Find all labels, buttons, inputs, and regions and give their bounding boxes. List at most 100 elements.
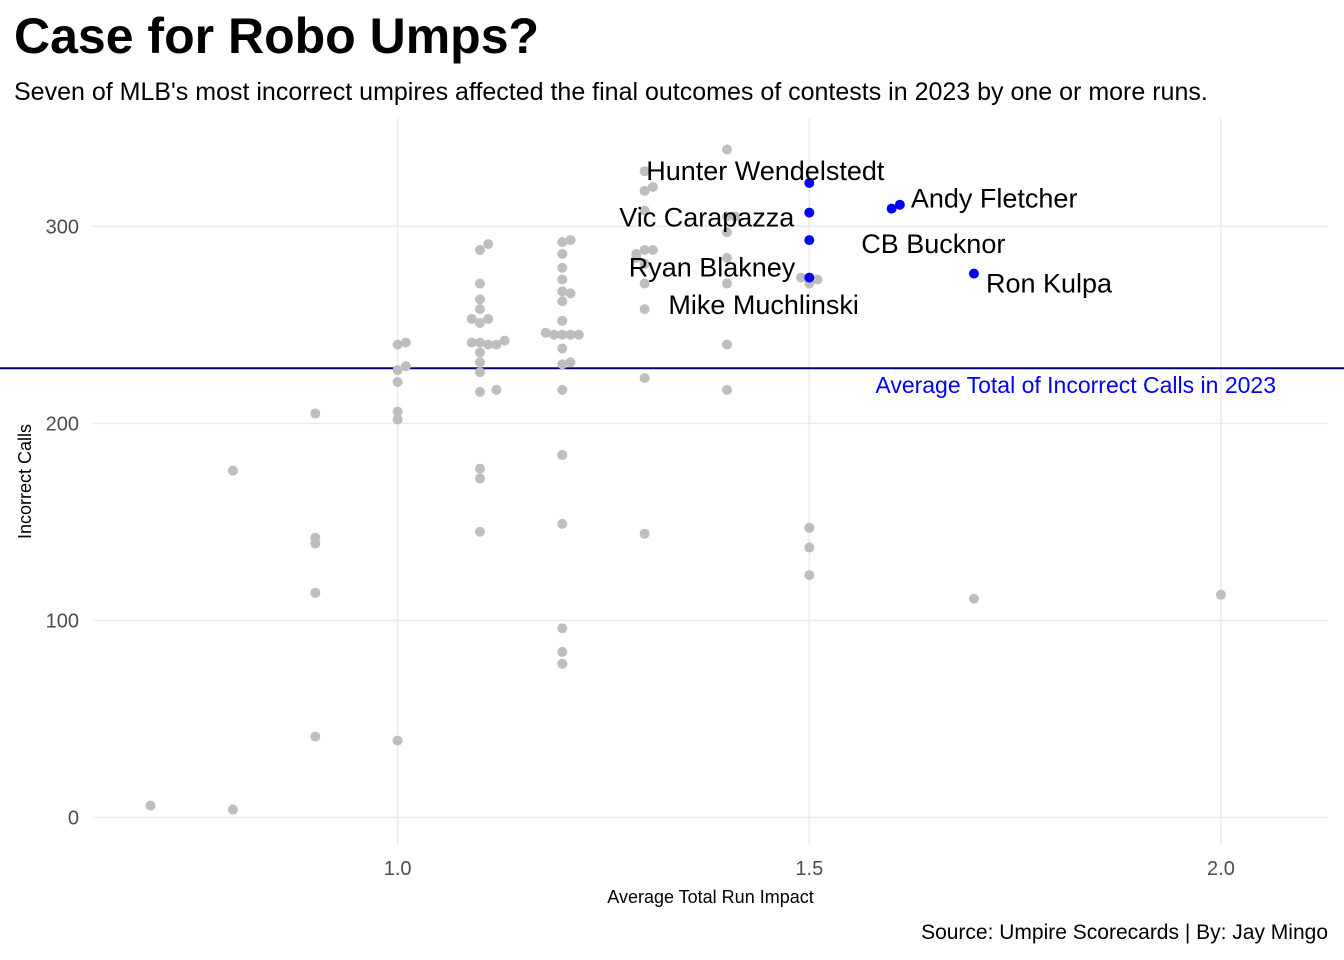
data-point: [631, 252, 642, 263]
highlighted-point: [894, 199, 905, 210]
data-point: [565, 329, 576, 340]
point-labels: Hunter Wendelstedt Vic Carapazza Andy Flet…: [619, 156, 1113, 320]
umpire-label: Mike Muchlinski: [668, 290, 859, 320]
data-point: [557, 623, 568, 634]
data-point: [968, 593, 979, 604]
y-tick-label: 200: [46, 413, 79, 435]
data-point: [540, 327, 551, 338]
data-point: [400, 337, 411, 348]
data-point: [227, 804, 238, 815]
data-point: [557, 343, 568, 354]
chart-subtitle: Seven of MLB's most incorrect umpires af…: [14, 78, 1208, 106]
data-point: [474, 278, 485, 289]
data-point: [474, 463, 485, 474]
highlighted-point: [804, 178, 815, 189]
data-point: [639, 304, 650, 315]
data-point: [227, 465, 238, 476]
data-point: [557, 449, 568, 460]
data-points: [145, 144, 1226, 815]
data-point: [804, 542, 815, 553]
data-point: [721, 278, 732, 289]
data-point: [310, 532, 321, 543]
umpire-label: Ryan Blakney: [629, 253, 796, 283]
chart-title: Case for Robo Umps?: [14, 8, 540, 64]
data-point: [466, 337, 477, 348]
data-point: [639, 528, 650, 539]
data-point: [639, 278, 650, 289]
data-point: [557, 359, 568, 370]
x-tick-label: 2.0: [1207, 858, 1235, 880]
data-point: [639, 373, 650, 384]
data-point: [557, 315, 568, 326]
data-point: [557, 248, 568, 259]
umpire-label: Vic Carapazza: [619, 203, 795, 233]
data-point: [647, 245, 658, 256]
data-point: [721, 252, 732, 263]
data-point: [639, 258, 650, 269]
x-tick-label: 1.0: [384, 858, 412, 880]
data-point: [557, 296, 568, 307]
data-point: [639, 166, 650, 177]
umpire-label: Andy Fletcher: [911, 184, 1078, 214]
highlighted-point: [804, 207, 815, 218]
data-point: [474, 347, 485, 358]
data-point: [730, 211, 741, 222]
data-point: [557, 658, 568, 669]
data-point: [145, 800, 156, 811]
chart-caption: Source: Umpire Scorecards | By: Jay Ming…: [921, 921, 1328, 944]
x-axis-title: Average Total Run Impact: [607, 887, 813, 907]
data-point: [565, 357, 576, 368]
data-point: [639, 185, 650, 196]
data-point: [474, 473, 485, 484]
data-point: [647, 181, 658, 192]
data-point: [474, 526, 485, 537]
highlighted-point: [886, 203, 897, 214]
data-point: [474, 386, 485, 397]
data-point: [639, 245, 650, 256]
axes: 0 100 200 300 1.0 1.5 2.0 Average Total Run Imp…: [15, 216, 1235, 907]
data-point: [639, 205, 650, 216]
data-point: [474, 294, 485, 305]
data-point: [392, 735, 403, 746]
data-point: [483, 313, 494, 324]
data-point: [804, 570, 815, 581]
data-point: [557, 286, 568, 297]
data-point: [796, 272, 807, 283]
data-point: [400, 361, 411, 372]
data-point: [474, 357, 485, 368]
data-point: [466, 313, 477, 324]
data-point: [392, 339, 403, 350]
data-point: [565, 288, 576, 299]
data-point: [392, 365, 403, 376]
data-point: [557, 262, 568, 273]
umpire-label: Ron Kulpa: [986, 269, 1113, 299]
umpire-label: Hunter Wendelstedt: [646, 156, 885, 186]
highlighted-point: [804, 272, 815, 283]
data-point: [557, 329, 568, 340]
data-point: [392, 406, 403, 417]
highlighted-point: [968, 268, 979, 279]
data-point: [565, 235, 576, 246]
y-axis-title: Incorrect Calls: [15, 424, 35, 539]
data-point: [721, 211, 732, 222]
data-point: [491, 339, 502, 350]
data-point: [721, 227, 732, 238]
highlighted-points: [804, 178, 979, 283]
umpire-label: CB Bucknor: [861, 229, 1005, 259]
data-point: [573, 329, 584, 340]
data-point: [1215, 589, 1226, 600]
data-point: [310, 731, 321, 742]
data-point: [483, 239, 494, 250]
data-point: [392, 414, 403, 425]
data-point: [721, 144, 732, 155]
data-point: [721, 339, 732, 350]
data-point: [721, 384, 732, 395]
x-tick-label: 1.5: [795, 858, 823, 880]
data-point: [474, 367, 485, 378]
data-point: [474, 245, 485, 256]
data-point: [549, 329, 560, 340]
reference-line-group: Average Total of Incorrect Calls in 2023: [0, 367, 1344, 398]
data-point: [812, 274, 823, 285]
